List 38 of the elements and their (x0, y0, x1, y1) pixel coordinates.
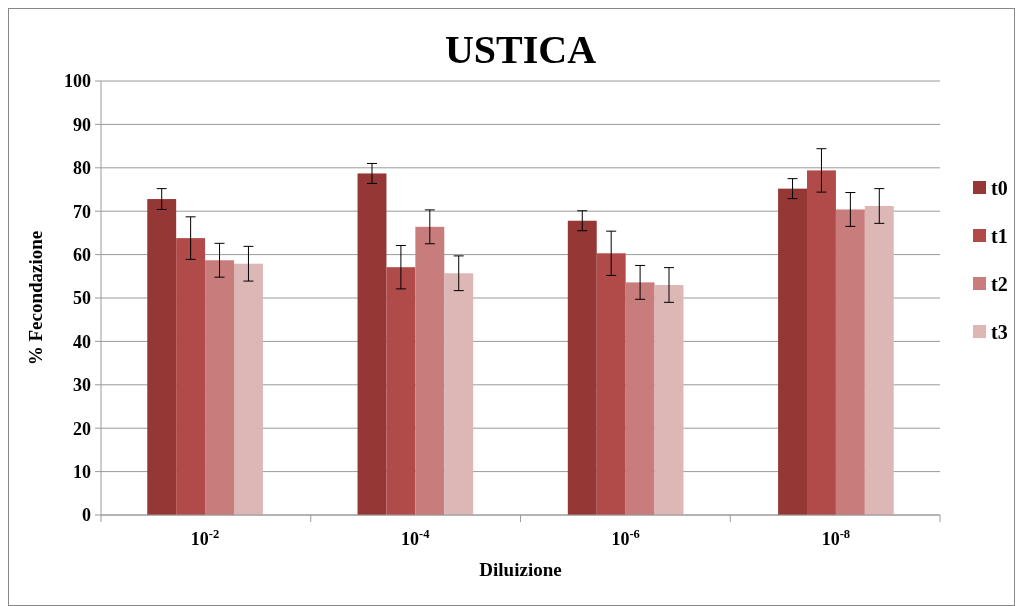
x-axis-title: Diluizione (479, 559, 562, 580)
y-tick-label: 50 (73, 288, 91, 309)
legend-label: t0 (991, 177, 1008, 199)
y-tick-label: 10 (73, 461, 91, 482)
y-tick-label: 20 (73, 418, 91, 439)
bar (234, 263, 263, 515)
bar (386, 267, 416, 515)
bar (176, 238, 206, 515)
bar (778, 188, 807, 515)
y-axis-title: % Fecondazione (25, 230, 46, 366)
y-tick-label: 70 (73, 201, 91, 222)
bar (357, 173, 387, 515)
bar (444, 273, 474, 515)
bar (147, 199, 177, 515)
bar (625, 282, 655, 515)
y-tick-label: 100 (64, 71, 91, 92)
y-tick-label: 80 (73, 158, 91, 179)
x-tick-label: 10$^{-2}$ (190, 527, 220, 549)
bar (596, 253, 626, 515)
bar (415, 226, 445, 515)
legend-label: t2 (991, 273, 1008, 295)
x-tick-label: 10$^{-4}$ (401, 527, 431, 549)
bar (864, 205, 894, 515)
bar (567, 220, 597, 515)
y-tick-label: 60 (73, 244, 91, 265)
y-tick-label: 40 (73, 331, 91, 352)
x-tick-label: 10$^{-8}$ (821, 527, 851, 549)
bar (205, 260, 234, 515)
chart-title: USTICA (444, 27, 597, 72)
bar (654, 284, 684, 515)
legend-label: t3 (991, 321, 1008, 343)
x-tick-label: 10$^{-6}$ (611, 527, 640, 549)
legend-label: t1 (991, 225, 1008, 247)
y-tick-label: 90 (73, 114, 91, 135)
bar (835, 209, 865, 515)
bar (807, 170, 836, 515)
y-tick-label: 30 (73, 375, 91, 396)
y-tick-label: 0 (82, 505, 91, 526)
